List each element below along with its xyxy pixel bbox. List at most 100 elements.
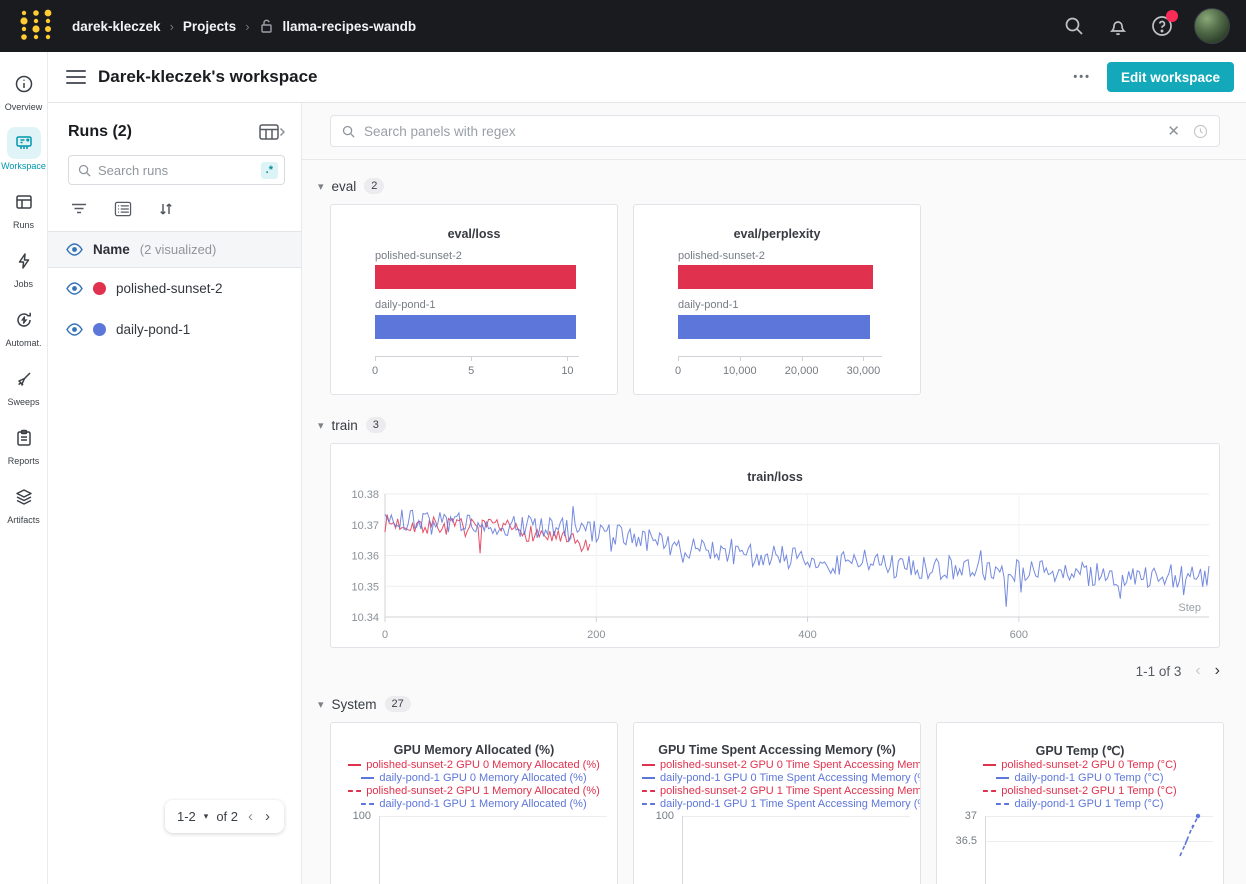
sidebar-item-artifacts[interactable]: Artifacts — [0, 473, 48, 532]
page-label: 1-1 of 3 — [1136, 664, 1182, 679]
workspace-icon — [7, 127, 41, 159]
next-page-icon[interactable]: › — [1215, 662, 1220, 680]
eye-icon[interactable] — [66, 243, 83, 256]
run-name[interactable]: daily-pond-1 — [116, 322, 190, 337]
x-tick-label: 10,000 — [723, 365, 757, 377]
history-icon[interactable] — [1192, 123, 1209, 140]
breadcrumb-separator: › — [170, 19, 174, 34]
legend-entry[interactable]: daily-pond-1 GPU 1 Temp (°C) — [937, 798, 1223, 811]
legend-entry[interactable]: polished-sunset-2 GPU 0 Time Spent Acces… — [634, 759, 920, 772]
bell-icon[interactable] — [1106, 14, 1130, 38]
legend-entry[interactable]: polished-sunset-2 GPU 1 Temp (°C) — [937, 785, 1223, 798]
automation-icon — [7, 304, 41, 336]
legend-entry[interactable]: polished-sunset-2 GPU 0 Temp (°C) — [937, 759, 1223, 772]
svg-text:10.37: 10.37 — [351, 520, 379, 532]
eye-icon[interactable] — [66, 323, 83, 336]
train-loss-line-chart: 10.3810.3710.3610.3510.340200400600Step — [331, 486, 1219, 646]
sidebar-item-workspace[interactable]: Workspace — [0, 119, 48, 178]
svg-text:10.38: 10.38 — [351, 489, 379, 501]
y-tick-label: 100 — [656, 810, 674, 822]
runs-pagination: 1-2▾ of 2 ‹ › — [165, 800, 284, 833]
panel-eval-loss[interactable]: eval/loss polished-sunset-2 daily-pond-1… — [330, 204, 618, 395]
breadcrumb-projects[interactable]: Projects — [183, 19, 236, 34]
sidebar-item-jobs[interactable]: Jobs — [0, 237, 48, 296]
regex-toggle[interactable]: .* — [261, 162, 278, 179]
legend-entry[interactable]: daily-pond-1 GPU 0 Memory Allocated (%) — [331, 772, 617, 785]
run-color-dot — [93, 323, 106, 336]
run-row-polished-sunset-2[interactable]: polished-sunset-2 — [48, 268, 301, 309]
chart-title: GPU Temp (℃) — [937, 743, 1223, 758]
chart-plot-area: 100 — [331, 813, 617, 884]
runs-search-input[interactable] — [98, 163, 261, 178]
breadcrumb-project-name[interactable]: llama-recipes-wandb — [283, 19, 417, 34]
sidebar-item-automations[interactable]: Automat. — [0, 296, 48, 355]
page-range[interactable]: 1-2 — [177, 809, 196, 824]
panel-gpu-time-accessing-memory[interactable]: GPU Time Spent Accessing Memory (%) poli… — [633, 722, 921, 884]
search-icon[interactable] — [1062, 14, 1086, 38]
panel-search-row: ✕ — [302, 103, 1246, 160]
bar-daily-pond-1 — [678, 315, 870, 339]
left-navigation-rail: Overview Workspace Runs Jobs Automat. Sw… — [0, 52, 48, 884]
notification-dot — [1166, 10, 1178, 22]
chart-plot-area: 100 — [634, 813, 920, 884]
filter-icon[interactable] — [70, 201, 88, 217]
chevron-down-icon[interactable]: ▾ — [204, 811, 209, 822]
sidebar-item-runs[interactable]: Runs — [0, 178, 48, 237]
legend-entry[interactable]: daily-pond-1 GPU 0 Temp (°C) — [937, 772, 1223, 785]
legend-entry[interactable]: daily-pond-1 GPU 1 Time Spent Accessing … — [634, 798, 920, 811]
chart-title: GPU Memory Allocated (%) — [331, 743, 617, 757]
group-icon[interactable] — [114, 201, 132, 217]
prev-page-icon[interactable]: ‹ — [246, 808, 255, 825]
help-icon[interactable] — [1150, 14, 1174, 38]
panel-eval-perplexity[interactable]: eval/perplexity polished-sunset-2 daily-… — [633, 204, 921, 395]
svg-text:400: 400 — [798, 629, 816, 641]
prev-page-icon[interactable]: ‹ — [1195, 662, 1200, 680]
layers-icon — [7, 481, 41, 513]
run-row-daily-pond-1[interactable]: daily-pond-1 — [48, 309, 301, 350]
legend-entry[interactable]: daily-pond-1 GPU 0 Time Spent Accessing … — [634, 772, 920, 785]
bar-label: daily-pond-1 — [678, 299, 739, 311]
legend-entry[interactable]: polished-sunset-2 GPU 1 Time Spent Acces… — [634, 785, 920, 798]
wandb-logo-icon[interactable] — [16, 8, 56, 44]
x-tick-label: 10 — [561, 365, 573, 377]
bar-polished-sunset-2 — [678, 265, 873, 289]
table-icon — [7, 186, 41, 218]
eye-icon[interactable] — [66, 282, 83, 295]
x-tick-label: 0 — [675, 365, 681, 377]
sort-icon[interactable] — [158, 201, 174, 217]
legend-entry[interactable]: daily-pond-1 GPU 1 Memory Allocated (%) — [331, 798, 617, 811]
edit-workspace-button[interactable]: Edit workspace — [1107, 62, 1234, 92]
bar-polished-sunset-2 — [375, 265, 576, 289]
panel-search-box: ✕ — [330, 115, 1220, 147]
runs-sidebar: Runs (2) .* Name (2 visualized) polished… — [48, 103, 302, 884]
report-icon — [7, 422, 41, 454]
panel-train-loss[interactable]: train/loss 10.3810.3710.3610.3510.340200… — [330, 443, 1220, 648]
section-header-train[interactable]: ▾ train 3 — [302, 395, 1246, 443]
overflow-menu-icon[interactable]: ••• — [1073, 71, 1091, 83]
bar-daily-pond-1 — [375, 315, 576, 339]
menu-icon[interactable] — [66, 66, 86, 88]
workspace-header: Darek-kleczek's workspace ••• Edit works… — [48, 52, 1246, 103]
sidebar-item-overview[interactable]: Overview — [0, 60, 48, 119]
legend-entry[interactable]: polished-sunset-2 GPU 0 Memory Allocated… — [331, 759, 617, 772]
chart-legend: polished-sunset-2 GPU 0 Time Spent Acces… — [634, 759, 920, 811]
sidebar-item-sweeps[interactable]: Sweeps — [0, 355, 48, 414]
clear-search-icon[interactable]: ✕ — [1167, 124, 1180, 139]
sidebar-item-reports[interactable]: Reports — [0, 414, 48, 473]
user-avatar[interactable] — [1194, 8, 1230, 44]
next-page-icon[interactable]: › — [263, 808, 272, 825]
panel-gpu-temp[interactable]: GPU Temp (℃) polished-sunset-2 GPU 0 Tem… — [936, 722, 1224, 884]
svg-text:200: 200 — [587, 629, 605, 641]
broom-icon — [7, 363, 41, 395]
run-name[interactable]: polished-sunset-2 — [116, 281, 223, 296]
panel-search-input[interactable] — [364, 124, 1167, 139]
expand-runs-table-icon[interactable] — [259, 123, 285, 141]
section-header-system[interactable]: ▾ System 27 — [302, 680, 1246, 722]
run-color-dot — [93, 282, 106, 295]
panel-gpu-memory-allocated[interactable]: GPU Memory Allocated (%) polished-sunset… — [330, 722, 618, 884]
breadcrumb-user[interactable]: darek-kleczek — [72, 19, 161, 34]
legend-entry[interactable]: polished-sunset-2 GPU 1 Memory Allocated… — [331, 785, 617, 798]
section-header-eval[interactable]: ▾ eval 2 — [302, 160, 1246, 204]
column-header-name[interactable]: Name — [93, 242, 130, 257]
svg-text:600: 600 — [1010, 629, 1028, 641]
